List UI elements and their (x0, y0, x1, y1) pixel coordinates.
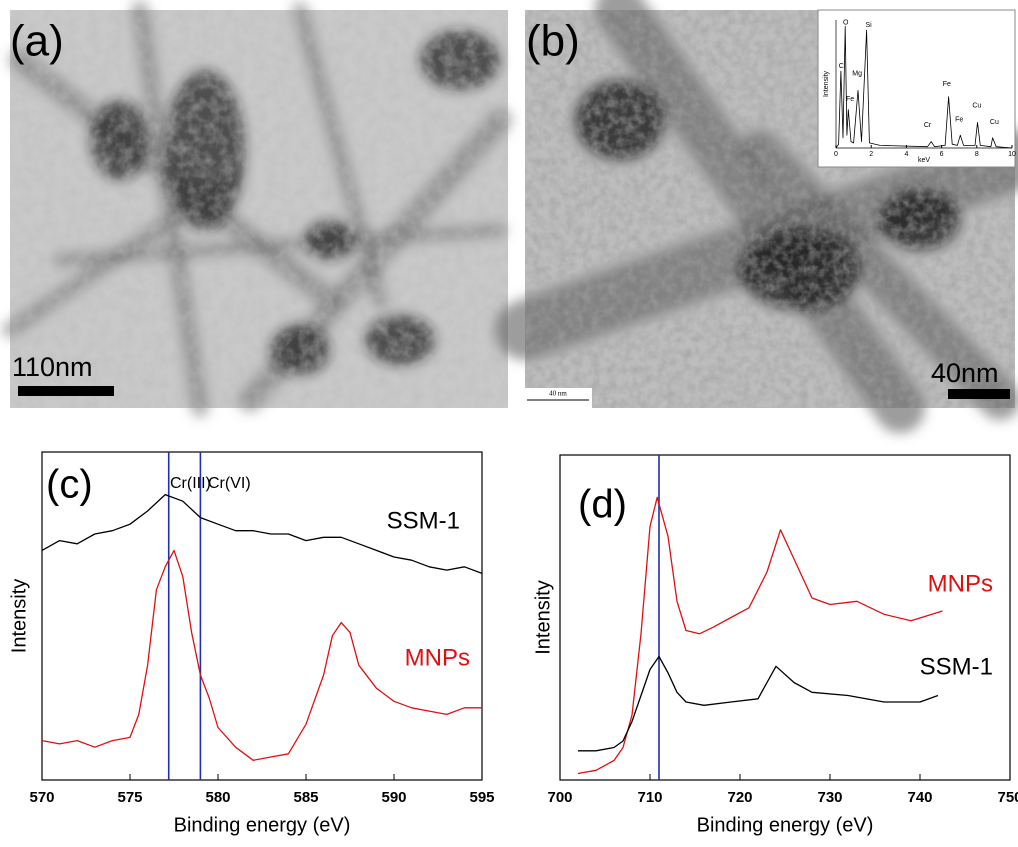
eds-line (835, 26, 1013, 149)
peak-label: O (843, 19, 849, 26)
series-label: MNPs (928, 570, 993, 597)
panel-label: (c) (46, 463, 93, 507)
peak-label: Cu (972, 103, 981, 110)
tem-image-b (495, 0, 1018, 433)
spectrum-line (41, 549, 482, 761)
x-tick-label: 0 (834, 151, 838, 158)
series-label: SSM-1 (387, 507, 460, 534)
x-tick-label: 590 (381, 789, 406, 806)
spectrum-line (41, 493, 483, 575)
panel-label: (b) (526, 17, 580, 66)
x-tick-label: 8 (975, 151, 979, 158)
x-tick-label: 575 (117, 789, 142, 806)
scale-bar-label: 110nm (12, 352, 93, 382)
x-tick-label: 570 (29, 789, 54, 806)
micro-scale-label: 40 nm (549, 390, 567, 398)
y-axis-label: Intensity (532, 580, 554, 654)
series-label: SSM-1 (920, 653, 993, 680)
panel-label: (d) (578, 483, 627, 527)
panel-label: (a) (10, 17, 64, 66)
x-tick-label: 585 (293, 789, 318, 806)
spectrum-line (577, 496, 943, 775)
x-tick-label: 6 (940, 151, 944, 158)
x-tick-label: 595 (469, 789, 494, 806)
x-tick-label: 750 (997, 789, 1018, 806)
inset-frame (817, 9, 1016, 168)
tem-image-a (2, 1, 512, 417)
peak-label: Mg (852, 71, 862, 78)
scale-bar (948, 389, 1010, 399)
peak-label: Cu (990, 119, 999, 126)
x-tick-label: 700 (547, 789, 572, 806)
peak-label: Fe (846, 96, 854, 103)
y-axis-label: Intensity (823, 70, 830, 97)
x-axis-label: Binding energy (eV) (697, 814, 874, 836)
plot-frame (559, 454, 1011, 781)
reference-label: Cr(III) (170, 475, 211, 492)
x-tick-label: 10 (1008, 151, 1016, 158)
scale-bar-label: 40nm (931, 358, 999, 388)
x-tick-label: 720 (727, 789, 752, 806)
peak-label: Fe (955, 117, 963, 124)
peak-label: Fe (943, 81, 951, 88)
x-tick-label: 2 (869, 151, 873, 158)
peak-label: Cr (924, 122, 932, 129)
peak-label: Si (865, 22, 872, 29)
x-tick-label: 580 (205, 789, 230, 806)
series-label: MNPs (405, 644, 470, 671)
y-axis-label: Intensity (8, 579, 30, 653)
spectrum-line (578, 655, 939, 752)
x-tick-label: 710 (637, 789, 662, 806)
scale-bar (18, 386, 114, 396)
x-tick-label: 730 (817, 789, 842, 806)
x-axis-label: keV (918, 157, 930, 164)
micro-scale-box (524, 388, 592, 408)
x-axis-label: Binding energy (eV) (174, 814, 351, 836)
x-tick-label: 740 (907, 789, 932, 806)
x-tick-label: 4 (904, 151, 908, 158)
peak-label: C (839, 63, 844, 70)
reference-label: Cr(VI) (208, 475, 251, 492)
plot-frame (41, 451, 483, 781)
